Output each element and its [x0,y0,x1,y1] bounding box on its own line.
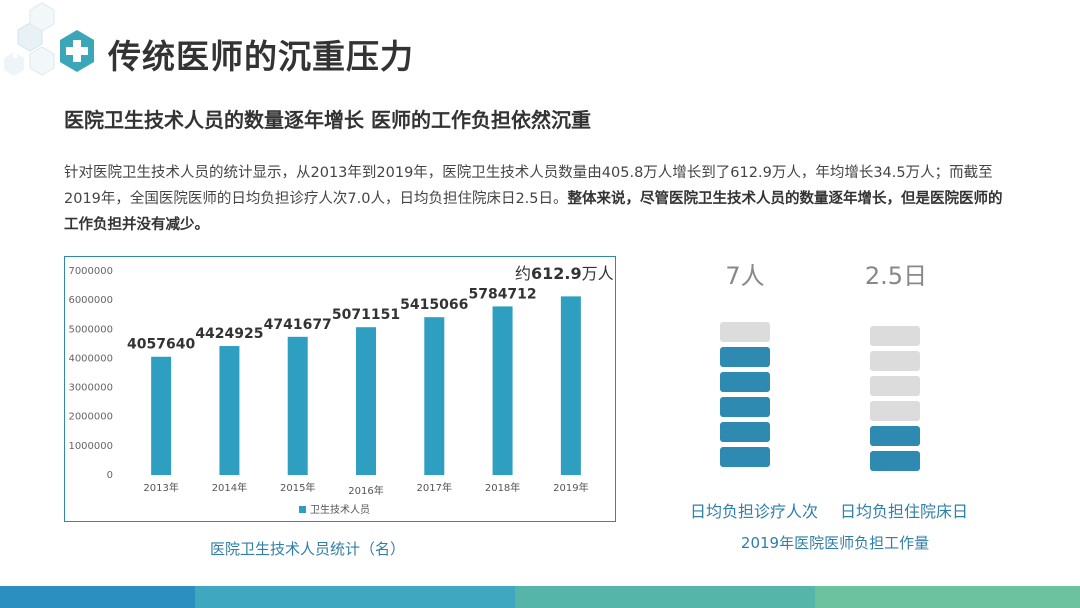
beddays-value: 2.5日 [864,262,928,290]
x-tick-label: 2016年 [348,484,383,497]
x-tick-label: 2019年 [553,481,588,494]
data-label: 5784712 [468,286,536,302]
y-tick-label: 4000000 [68,353,113,364]
bar-chart-canvas: 0 1000000 2000000 3000000 4000000 5000000 6000… [68,264,614,516]
data-labels: 4057640442492547416775071151541506657847… [127,286,537,352]
footer-segment [515,586,815,608]
data-label: 5071151 [332,307,400,323]
legend-swatch [299,506,306,513]
gauge-segment-empty [870,351,920,371]
chart-caption: 医院卫生技术人员统计（名） [210,540,406,558]
bar [492,306,513,475]
gauge-segment-empty [720,322,770,342]
footer-segment [195,586,515,608]
summary-paragraph: 针对医院卫生技术人员的统计显示，从2013年到2019年，医院卫生技术人员数量由… [64,160,1014,238]
y-tick-label: 5000000 [68,324,113,335]
bar [356,327,376,475]
gauge-segment-filled [720,347,770,367]
data-label: 4741677 [264,317,332,333]
y-tick-label: 3000000 [68,383,113,394]
gauge-segment-filled [720,397,770,417]
page-title: 传统医师的沉重压力 [108,37,414,76]
data-label: 5415066 [400,297,468,313]
gauge-segment-empty [870,326,920,346]
beddays-stack [870,326,922,472]
bars [151,296,581,475]
bar [287,336,308,475]
medical-cross-icon [4,2,94,76]
visits-stack [720,322,772,472]
x-axis: 2013年 2014年 2015年 2016年 2017年 2018年 2019年 [143,481,588,497]
x-tick-label: 2015年 [280,481,315,494]
gauge-segment-filled [720,372,770,392]
visits-value: 7人 [725,262,765,290]
chart-annotation: 约612.9万人 [515,264,614,283]
y-tick-label: 1000000 [68,441,113,452]
gauge-segment-empty [870,401,920,421]
data-label: 4424925 [195,326,263,342]
page-subtitle: 医院卫生技术人员的数量逐年增长 医师的工作负担依然沉重 [64,108,591,132]
y-tick-label: 6000000 [68,295,113,306]
summary-conclusion: 整体来说，尽管医院卫生技术人员的数量逐年增长，但是医院医师的工作负担并没有减少。 [64,191,1003,233]
y-tick-label: 0 [107,470,113,481]
visits-label: 日均负担诊疗人次 [689,502,818,521]
footer-segment [0,586,195,608]
gauge-segment-empty [870,376,920,396]
y-axis: 0 1000000 2000000 3000000 4000000 5000000 6000… [68,266,113,481]
bar [424,317,445,475]
bar [560,296,581,475]
x-tick-label: 2014年 [212,481,247,494]
bar [219,346,240,475]
legend: 卫生技术人员 [299,503,370,516]
gauge-segment-filled [720,422,770,442]
beddays-label: 日均负担住院床日 [839,502,968,521]
bar [151,356,172,475]
footer-bar [0,586,1080,608]
y-tick-label: 2000000 [68,412,113,423]
gauge-segment-filled [720,447,770,467]
data-label: 4057640 [127,337,195,353]
x-tick-label: 2013年 [143,481,178,494]
legend-label: 卫生技术人员 [310,503,370,516]
workload-caption: 2019年医院医师负担工作量 [740,534,930,552]
staff-bar-chart: 0 1000000 2000000 3000000 4000000 5000000 6000… [64,256,616,522]
x-tick-label: 2017年 [417,481,452,494]
y-tick-label: 7000000 [68,266,113,277]
gauge-segment-filled [870,451,920,471]
x-tick-label: 2018年 [485,481,520,494]
footer-segment [815,586,1080,608]
gauge-segment-filled [870,426,920,446]
summary-text: 针对医院卫生技术人员的统计显示，从2013年到2019年，医院卫生技术人员数量由… [64,165,993,207]
